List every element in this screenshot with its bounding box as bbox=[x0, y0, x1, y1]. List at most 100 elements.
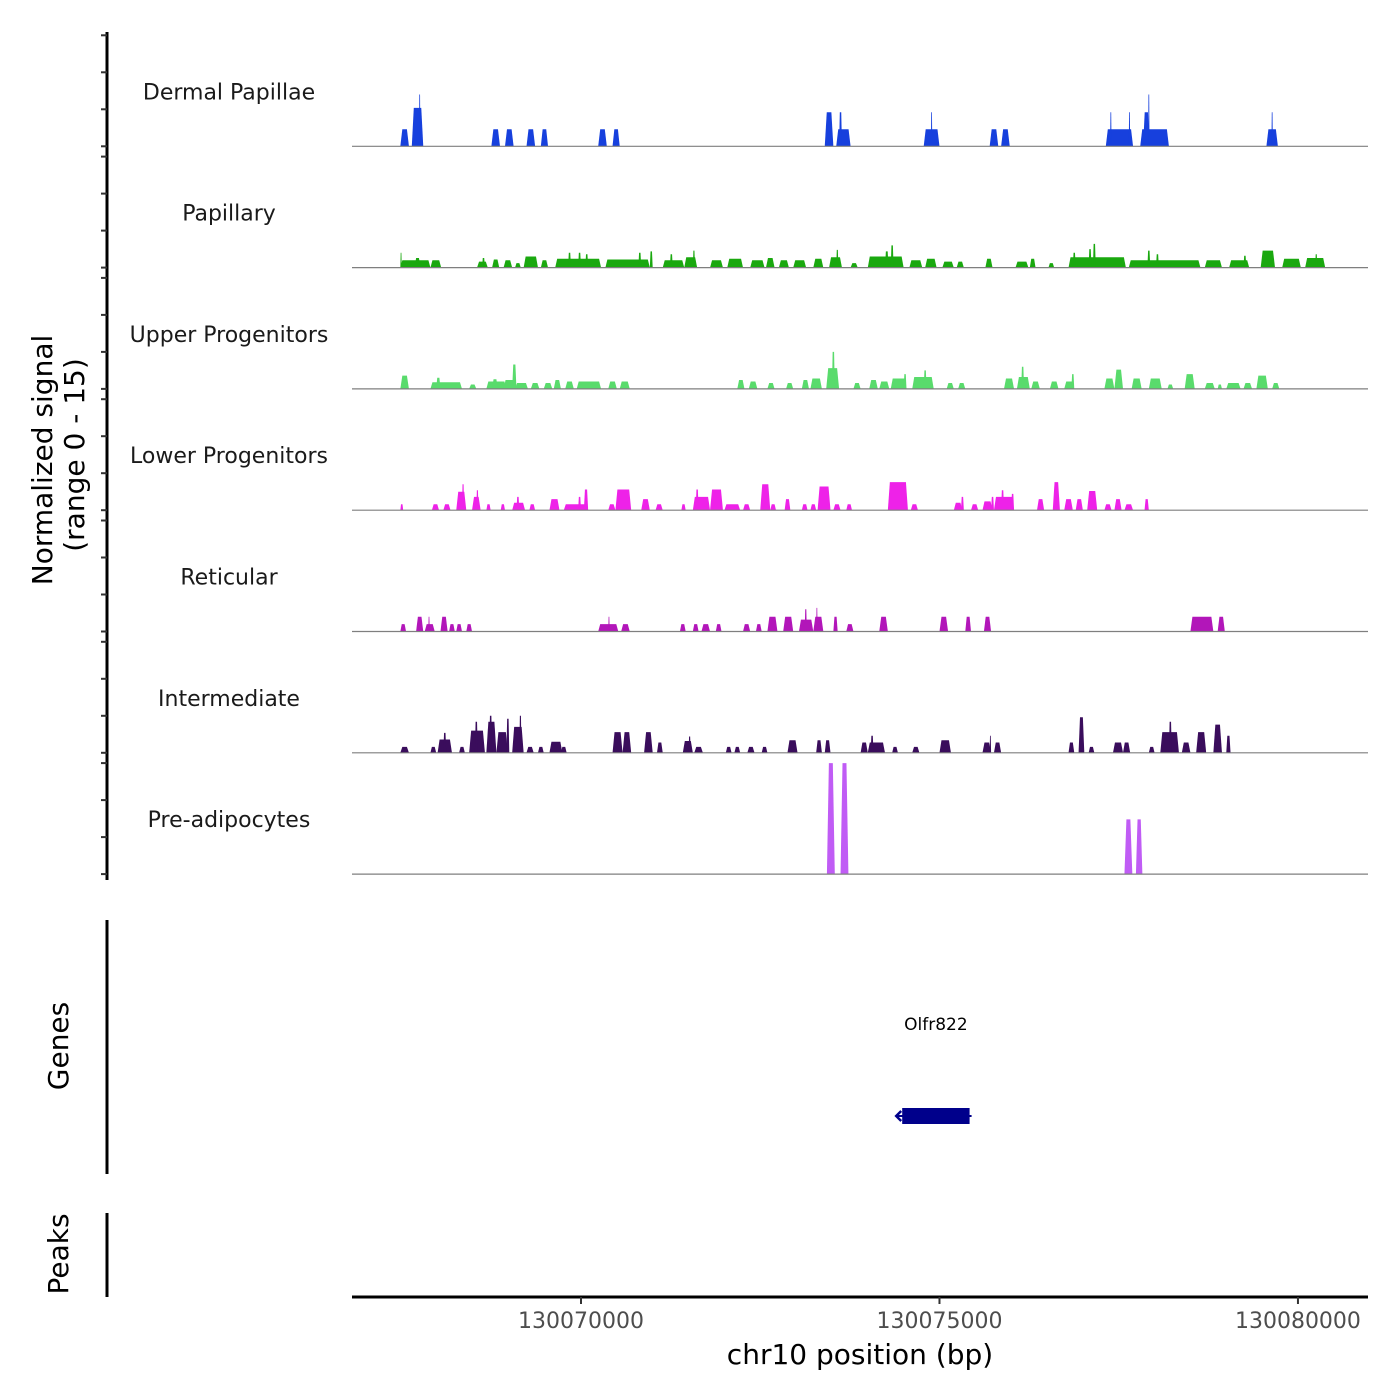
signal-peak bbox=[431, 504, 440, 511]
signal-peak bbox=[982, 742, 992, 753]
signal-peak bbox=[810, 378, 822, 389]
signal-peak bbox=[1064, 499, 1073, 511]
signal-peak bbox=[506, 718, 510, 753]
signal-peak bbox=[1217, 384, 1222, 389]
signal-peak bbox=[568, 252, 571, 268]
signal-peak bbox=[496, 732, 508, 753]
signal-peak bbox=[833, 616, 838, 632]
signal-peak bbox=[583, 489, 589, 511]
signal-peak bbox=[1031, 381, 1040, 389]
signal-peak bbox=[846, 624, 854, 632]
signal-peak bbox=[682, 740, 693, 753]
track-label: Dermal Papillae bbox=[143, 80, 315, 105]
x-tick-label: 130080000 bbox=[1235, 1309, 1361, 1334]
signal-peak bbox=[456, 624, 462, 632]
signal-peak bbox=[1181, 742, 1191, 753]
signal-peak bbox=[1104, 378, 1115, 389]
signal-peak bbox=[1204, 260, 1222, 268]
signal-peak bbox=[993, 742, 1002, 753]
signal-peak bbox=[960, 496, 964, 511]
signal-peak bbox=[540, 129, 549, 147]
signal-peak bbox=[884, 251, 889, 268]
signal-peak bbox=[1168, 721, 1172, 753]
signal-peak bbox=[1049, 381, 1059, 389]
signal-peak bbox=[750, 260, 765, 268]
signal-peak bbox=[804, 609, 807, 632]
y-axis-title-line2: (range 0 - 15) bbox=[58, 358, 91, 552]
signal-peak bbox=[476, 490, 479, 511]
signal-peak bbox=[953, 502, 963, 511]
signal-peak bbox=[622, 732, 632, 753]
signal-peak bbox=[860, 742, 868, 753]
signal-peak bbox=[529, 504, 536, 511]
strand-arrow-icon bbox=[894, 1110, 903, 1122]
signal-peak bbox=[1217, 616, 1225, 632]
signal-peak bbox=[743, 624, 751, 632]
signal-peak bbox=[836, 129, 851, 147]
signal-peak bbox=[783, 616, 794, 632]
signal-peak bbox=[816, 607, 818, 632]
signal-peak bbox=[491, 129, 500, 147]
signal-peak bbox=[710, 489, 723, 511]
signal-peak bbox=[765, 257, 775, 268]
signal-peak bbox=[553, 380, 561, 389]
signal-peak bbox=[991, 496, 994, 511]
signal-peak bbox=[563, 504, 589, 511]
signal-peak bbox=[734, 746, 741, 753]
signal-peak bbox=[1092, 243, 1096, 268]
signal-peak bbox=[993, 496, 1015, 511]
signal-peak bbox=[760, 484, 771, 511]
signal-peak bbox=[424, 624, 435, 632]
signal-peak bbox=[923, 370, 927, 389]
signal-peak bbox=[1078, 717, 1085, 753]
track-label: Papillary bbox=[182, 202, 276, 227]
signal-peak bbox=[500, 504, 505, 511]
signal-peak bbox=[1123, 742, 1131, 753]
x-axis-ticks: 130070000 130075000 130080000 bbox=[518, 1297, 1361, 1334]
signal-peak bbox=[1271, 112, 1273, 147]
signal-peak bbox=[694, 746, 703, 753]
signal-peak bbox=[416, 616, 424, 632]
track-papillary: Papillary bbox=[182, 202, 1368, 269]
signal-peak bbox=[989, 735, 992, 753]
track-label: Pre-adipocytes bbox=[148, 808, 311, 833]
signal-peak bbox=[443, 732, 447, 753]
signal-peak bbox=[489, 715, 493, 753]
signal-peak bbox=[942, 261, 954, 268]
signal-peak bbox=[810, 504, 817, 511]
signal-peak bbox=[1243, 382, 1253, 389]
signal-peak bbox=[512, 726, 524, 753]
signal-peak bbox=[1196, 732, 1207, 753]
signal-peak bbox=[576, 381, 602, 389]
signal-peak bbox=[1128, 260, 1201, 268]
signal-peak bbox=[411, 107, 424, 147]
signal-peak bbox=[701, 624, 711, 632]
signal-peak bbox=[1315, 254, 1318, 268]
signal-peak bbox=[695, 489, 699, 511]
signal-peak bbox=[829, 257, 842, 268]
signal-peak bbox=[743, 504, 751, 511]
signal-peak bbox=[608, 381, 617, 389]
signal-peak bbox=[839, 112, 842, 147]
signal-peak bbox=[418, 94, 421, 147]
signal-peak bbox=[1068, 257, 1126, 268]
signal-peak bbox=[456, 491, 467, 511]
signal-peak bbox=[824, 740, 831, 753]
signal-peak bbox=[778, 260, 789, 268]
signal-peak bbox=[890, 378, 907, 389]
track-dermal-papillae: Dermal Papillae bbox=[143, 80, 1368, 147]
signal-peak bbox=[985, 258, 993, 268]
signal-peak bbox=[787, 740, 798, 753]
signal-peak bbox=[1071, 374, 1075, 389]
gene-olfr822[interactable]: Olfr822 bbox=[894, 1015, 972, 1124]
signal-peak bbox=[515, 263, 521, 268]
signal-peak bbox=[1282, 258, 1301, 268]
signal-peak bbox=[1110, 112, 1112, 147]
signal-peak bbox=[1226, 382, 1241, 389]
signal-peak bbox=[793, 260, 807, 268]
signal-peak bbox=[1068, 742, 1075, 753]
signal-peak bbox=[638, 252, 642, 268]
signal-peak bbox=[1190, 616, 1214, 632]
x-tick-label: 130075000 bbox=[876, 1309, 1002, 1334]
